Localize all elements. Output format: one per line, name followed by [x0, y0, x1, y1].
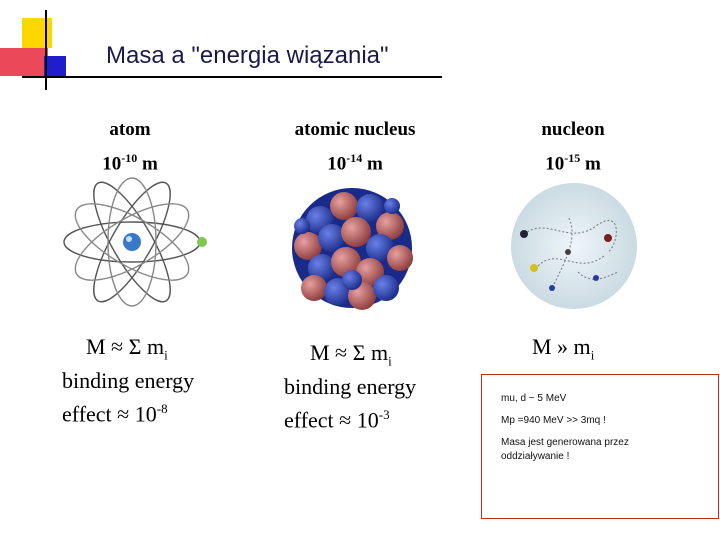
corner-decoration [0, 0, 110, 100]
note-box: mu, d ~ 5 MeV Mp =940 MeV >> 3mq ! Masa … [481, 374, 719, 519]
quark [604, 234, 612, 242]
column-size: 10-14 m [327, 151, 383, 175]
electron [197, 237, 207, 247]
note-line: Masa jest generowana przez [501, 437, 629, 448]
column-size: 10-15 m [545, 151, 601, 175]
column-heading-atom: atom 10-10 m [70, 116, 190, 178]
column-name: nucleon [541, 119, 605, 140]
nucleon-mass-formula: M » mi [532, 334, 595, 363]
nucleus-illustration [292, 188, 413, 310]
quark [565, 249, 571, 255]
note-line: Mp =940 MeV >> 3mq ! [501, 415, 606, 426]
atom-effect: effect ≈ 10-8 [62, 401, 168, 427]
note-line: mu, d ~ 5 MeV [501, 393, 567, 404]
column-name: atom [109, 119, 151, 140]
slide-title: Masa a "energia wiązania" [106, 42, 389, 69]
quark [593, 275, 599, 281]
column-name: atomic nucleus [294, 119, 416, 140]
nucleon-illustration [511, 183, 637, 309]
title-rule [22, 76, 442, 78]
column-size: 10-10 m [102, 151, 158, 175]
note-line: oddziaływanie ! [501, 451, 570, 462]
column-heading-nucleus: atomic nucleus 10-14 m [262, 116, 448, 178]
column-heading-nucleon: nucleon 10-15 m [508, 116, 638, 178]
atom-mass-formula: M ≈ Σ mi [86, 334, 168, 363]
quark [530, 264, 538, 272]
blue-square [44, 56, 66, 78]
quark [520, 230, 528, 238]
vertical-line [45, 10, 47, 90]
red-bar [0, 48, 48, 76]
atom-illustration [63, 177, 207, 307]
nucleus-binding-label: binding energy [284, 374, 417, 399]
nucleus-effect: effect ≈ 10-3 [284, 407, 390, 433]
atom-binding-label: binding energy [62, 368, 195, 393]
nucleus-mass-formula: M ≈ Σ mi [310, 340, 392, 369]
quark [549, 285, 555, 291]
atom-nucleus [123, 233, 141, 251]
yellow-square [22, 18, 52, 48]
